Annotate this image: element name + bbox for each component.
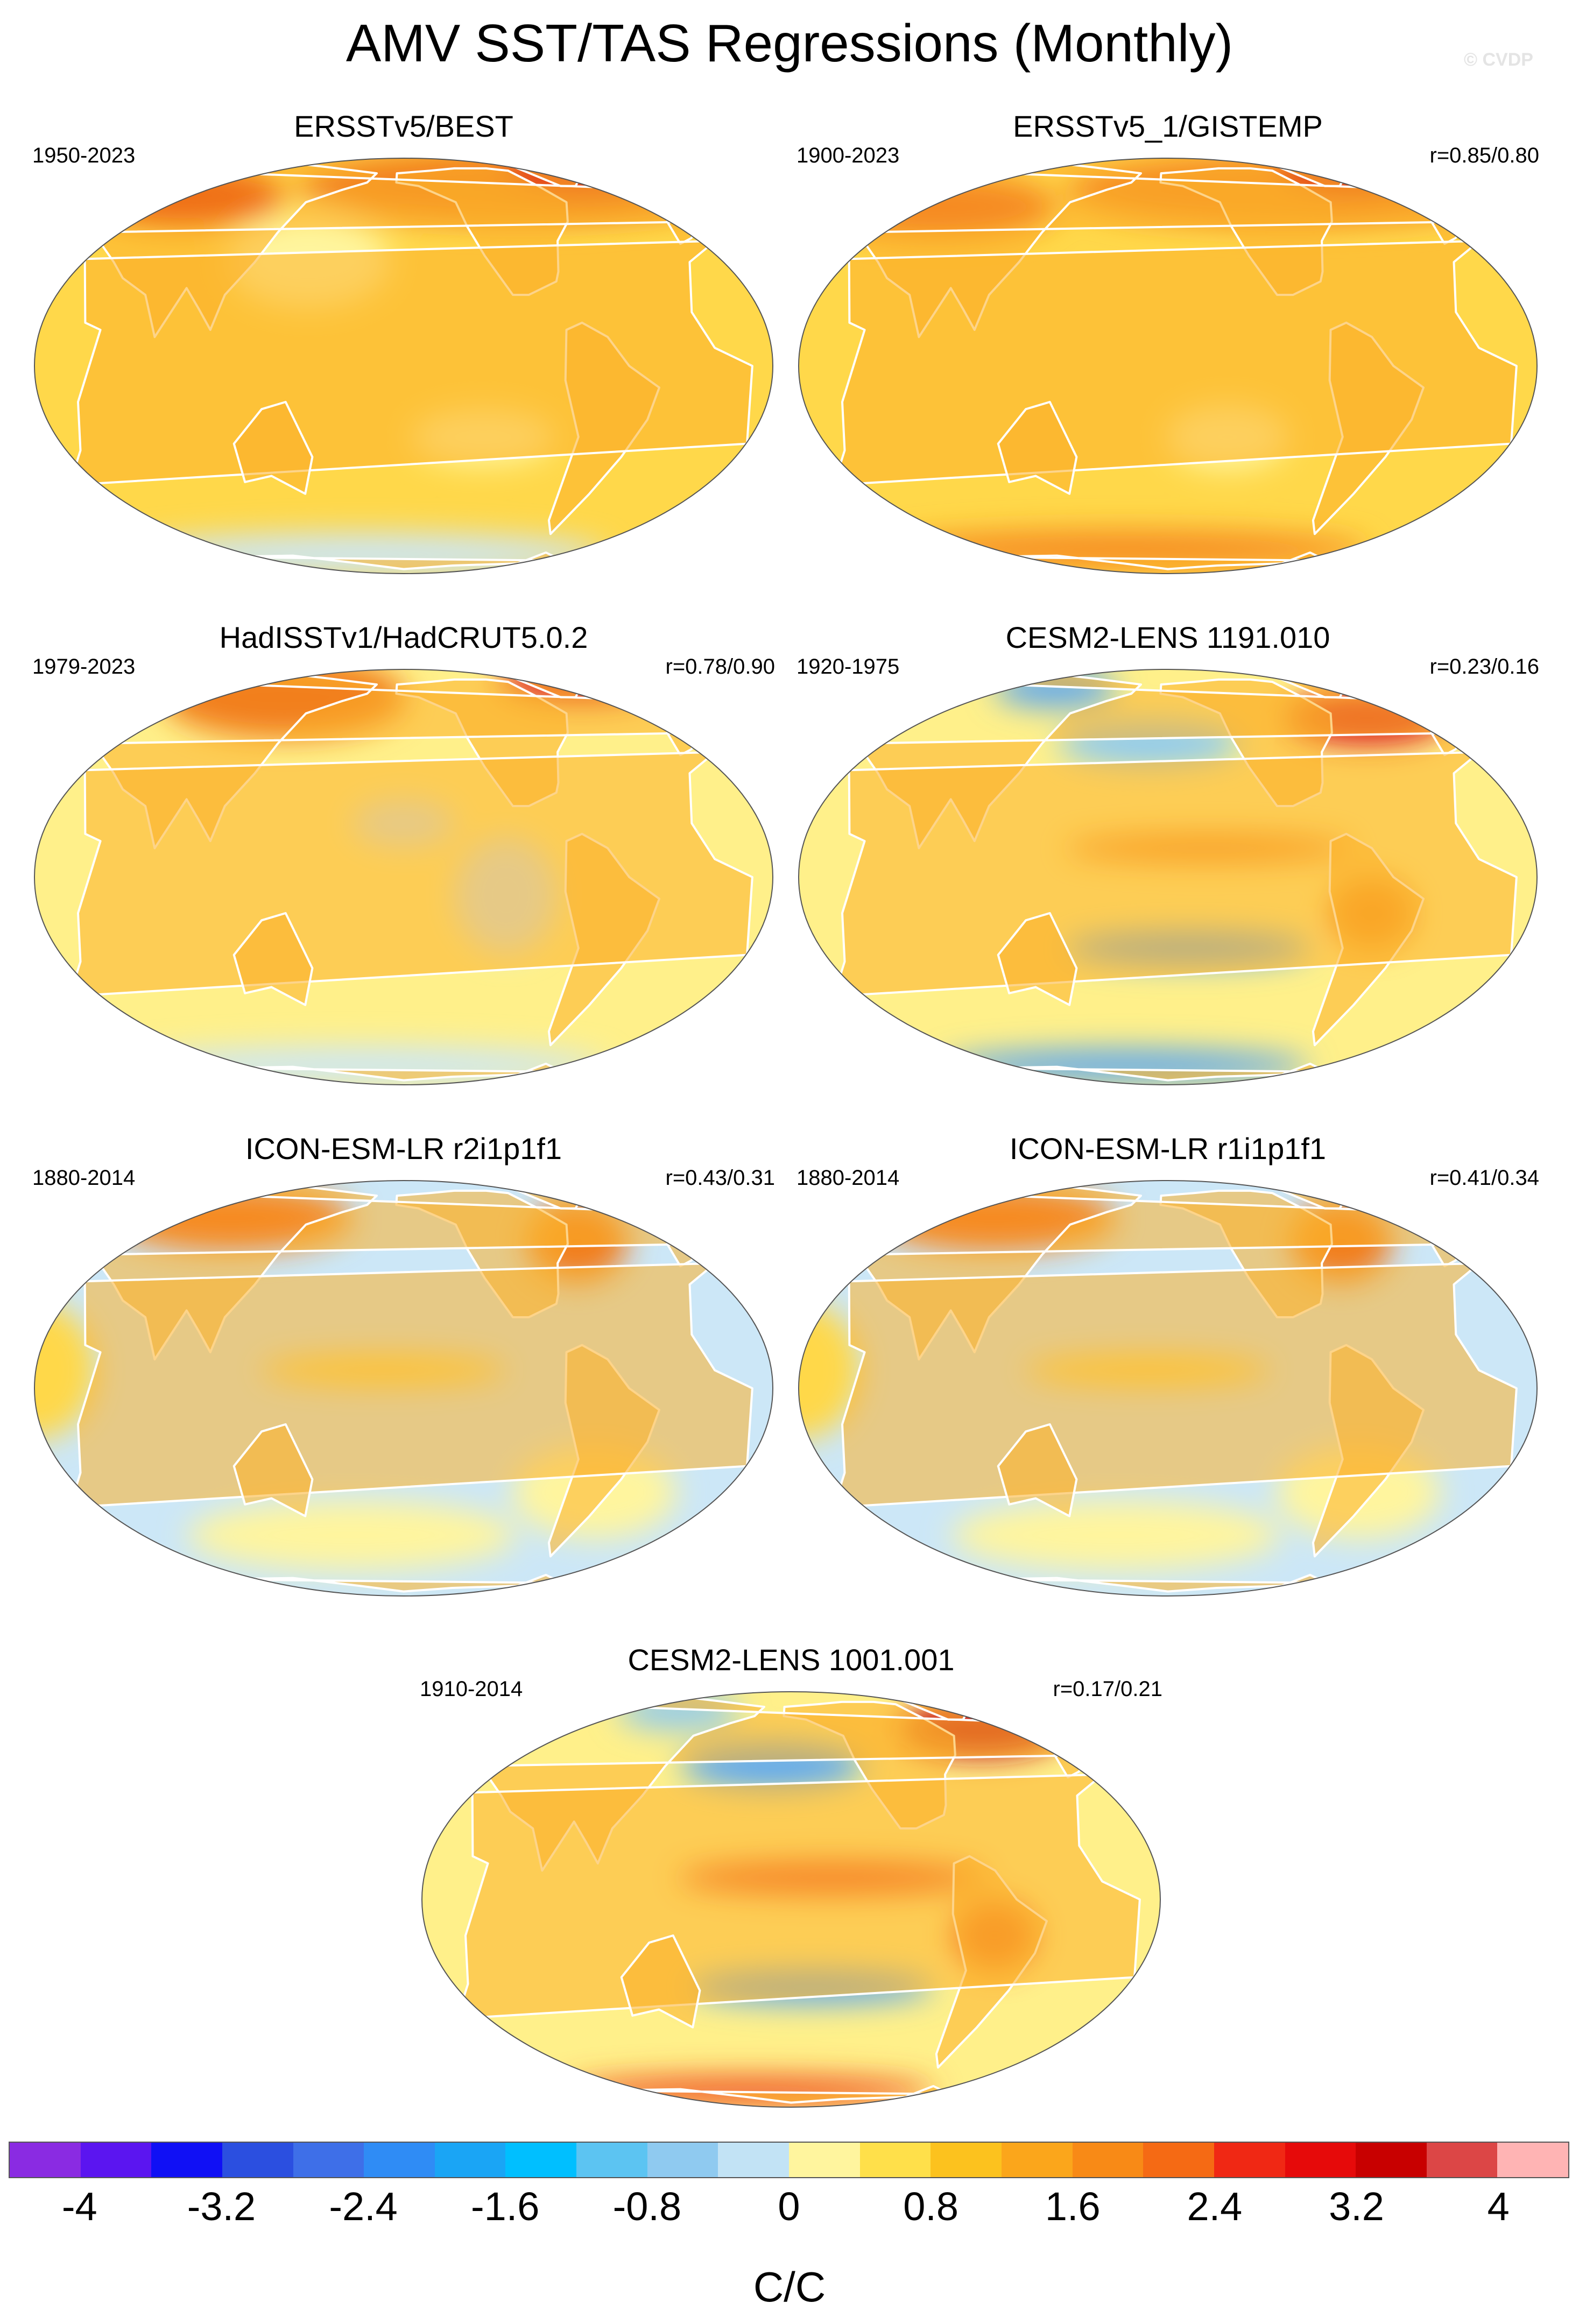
anomaly-blob (951, 1500, 1280, 1570)
map-border (34, 158, 773, 574)
map-border (798, 158, 1538, 574)
panel-title: CESM2-LENS 1001.001 (628, 1643, 955, 1677)
anomaly-blob (115, 1047, 608, 1084)
panel-correlation: r=0.78/0.90 (665, 655, 776, 679)
color-swatch (1072, 2143, 1144, 2177)
color-swatch (1143, 2143, 1214, 2177)
world-map (798, 669, 1538, 1085)
panel-title: ICON-ESM-LR r1i1p1f1 (1009, 1132, 1327, 1165)
panel-title: ERSSTv5_1/GISTEMP (1013, 109, 1323, 143)
color-scale-tick-label: -0.8 (612, 2184, 682, 2229)
panel-period: 1979-2023 (32, 655, 136, 679)
color-swatch (647, 2143, 718, 2177)
panel-period: 1920-1975 (796, 655, 900, 679)
color-scale-tick-label: 1.6 (1045, 2184, 1101, 2229)
color-scale-tick-label: 0.8 (903, 2184, 959, 2229)
color-swatch (505, 2143, 577, 2177)
continent-africa (833, 751, 1518, 998)
color-swatch (789, 2143, 860, 2177)
panel-title: CESM2-LENS 1191.010 (1005, 620, 1330, 654)
panel-period: 1900-2023 (796, 144, 900, 167)
continent-africa (456, 1773, 1141, 2020)
map-border (34, 1180, 773, 1597)
color-swatch (222, 2143, 293, 2177)
continent-australia (997, 401, 1078, 495)
color-swatch (1285, 2143, 1356, 2177)
anomaly-blob (941, 1049, 1310, 1082)
map-panel-3: HadISSTv1/HadCRUT5.0.2 1979-2023 r=0.78/… (32, 619, 775, 1087)
panel-period: 1880-2014 (32, 1166, 136, 1190)
color-swatch (576, 2143, 647, 2177)
continent-africa (68, 751, 753, 998)
anomaly-blob (187, 1500, 516, 1570)
color-scale-tick-label: 0 (778, 2184, 800, 2229)
color-swatch (1426, 2143, 1498, 2177)
color-swatch (434, 2143, 506, 2177)
world-map (798, 1180, 1538, 1597)
continent-australia (232, 912, 314, 1006)
panel-correlation: r=0.23/0.16 (1429, 655, 1540, 679)
color-scale-bar (9, 2142, 1569, 2178)
world-map (798, 158, 1538, 574)
map-panel-1: ERSSTv5/BEST 1950-2023 (32, 108, 775, 576)
copyright-label: © CVDP (1464, 50, 1533, 70)
color-swatch (1214, 2143, 1285, 2177)
color-swatch (10, 2143, 81, 2177)
color-scale-tick-label: -3.2 (187, 2184, 256, 2229)
world-map (34, 158, 773, 574)
panel-correlation: r=0.41/0.34 (1429, 1166, 1540, 1190)
map-panel-5: ICON-ESM-LR r2i1p1f1 1880-2014 r=0.43/0.… (32, 1130, 775, 1598)
world-map (34, 669, 773, 1085)
panel-period: 1950-2023 (32, 144, 136, 167)
map-border (798, 1180, 1538, 1597)
color-scale-tick-label: -1.6 (470, 2184, 540, 2229)
color-swatch (80, 2143, 152, 2177)
map-border (798, 669, 1538, 1085)
world-map (421, 1691, 1161, 2108)
panel-correlation: r=0.17/0.21 (1053, 1677, 1163, 1701)
color-swatch (1001, 2143, 1073, 2177)
color-swatch (718, 2143, 790, 2177)
map-panel-2: ERSSTv5_1/GISTEMP 1900-2023 r=0.85/0.80 (796, 108, 1539, 576)
panel-correlation: r=0.43/0.31 (665, 1166, 776, 1190)
color-scale-tick-label: 3.2 (1329, 2184, 1384, 2229)
panel-correlation: r=0.85/0.80 (1429, 144, 1540, 167)
color-swatch (859, 2143, 931, 2177)
color-scale-unit: C/C (753, 2263, 826, 2311)
continent-africa (833, 239, 1518, 486)
color-scale-tick-label: 2.4 (1187, 2184, 1243, 2229)
continent-africa (833, 1262, 1518, 1509)
color-swatch (151, 2143, 222, 2177)
continent-australia (997, 912, 1078, 1006)
map-border (34, 669, 773, 1085)
panel-period: 1880-2014 (796, 1166, 900, 1190)
color-swatch (1356, 2143, 1427, 2177)
continent-africa (68, 1262, 753, 1509)
color-scale-tick-label: -4 (61, 2184, 97, 2229)
continent-africa (68, 239, 753, 486)
figure-title: AMV SST/TAS Regressions (Monthly) (346, 13, 1233, 73)
panel-title: ICON-ESM-LR r2i1p1f1 (245, 1132, 562, 1165)
anomaly-blob (80, 163, 285, 228)
panel-title: ERSSTv5/BEST (294, 109, 513, 143)
color-swatch (364, 2143, 435, 2177)
world-map (34, 1180, 773, 1597)
continent-australia (997, 1423, 1078, 1517)
panel-period: 1910-2014 (420, 1677, 523, 1701)
color-scale-tick-label: 4 (1487, 2184, 1510, 2229)
map-panel-7: CESM2-LENS 1001.001 1910-2014 r=0.17/0.2… (420, 1641, 1162, 2109)
continent-australia (232, 401, 314, 495)
anomaly-blob (565, 2076, 935, 2105)
color-swatch (293, 2143, 364, 2177)
anomaly-blob (115, 533, 608, 574)
panel-title: HadISSTv1/HadCRUT5.0.2 (219, 620, 588, 654)
color-scale-tick-label: -2.4 (329, 2184, 398, 2229)
map-border (421, 1691, 1161, 2108)
color-swatch (1497, 2143, 1569, 2177)
color-swatch (931, 2143, 1002, 2177)
map-panel-4: CESM2-LENS 1191.010 1920-1975 r=0.23/0.1… (796, 619, 1539, 1087)
map-panel-6: ICON-ESM-LR r1i1p1f1 1880-2014 r=0.41/0.… (796, 1130, 1539, 1598)
continent-australia (620, 1934, 701, 2029)
continent-australia (232, 1423, 314, 1517)
